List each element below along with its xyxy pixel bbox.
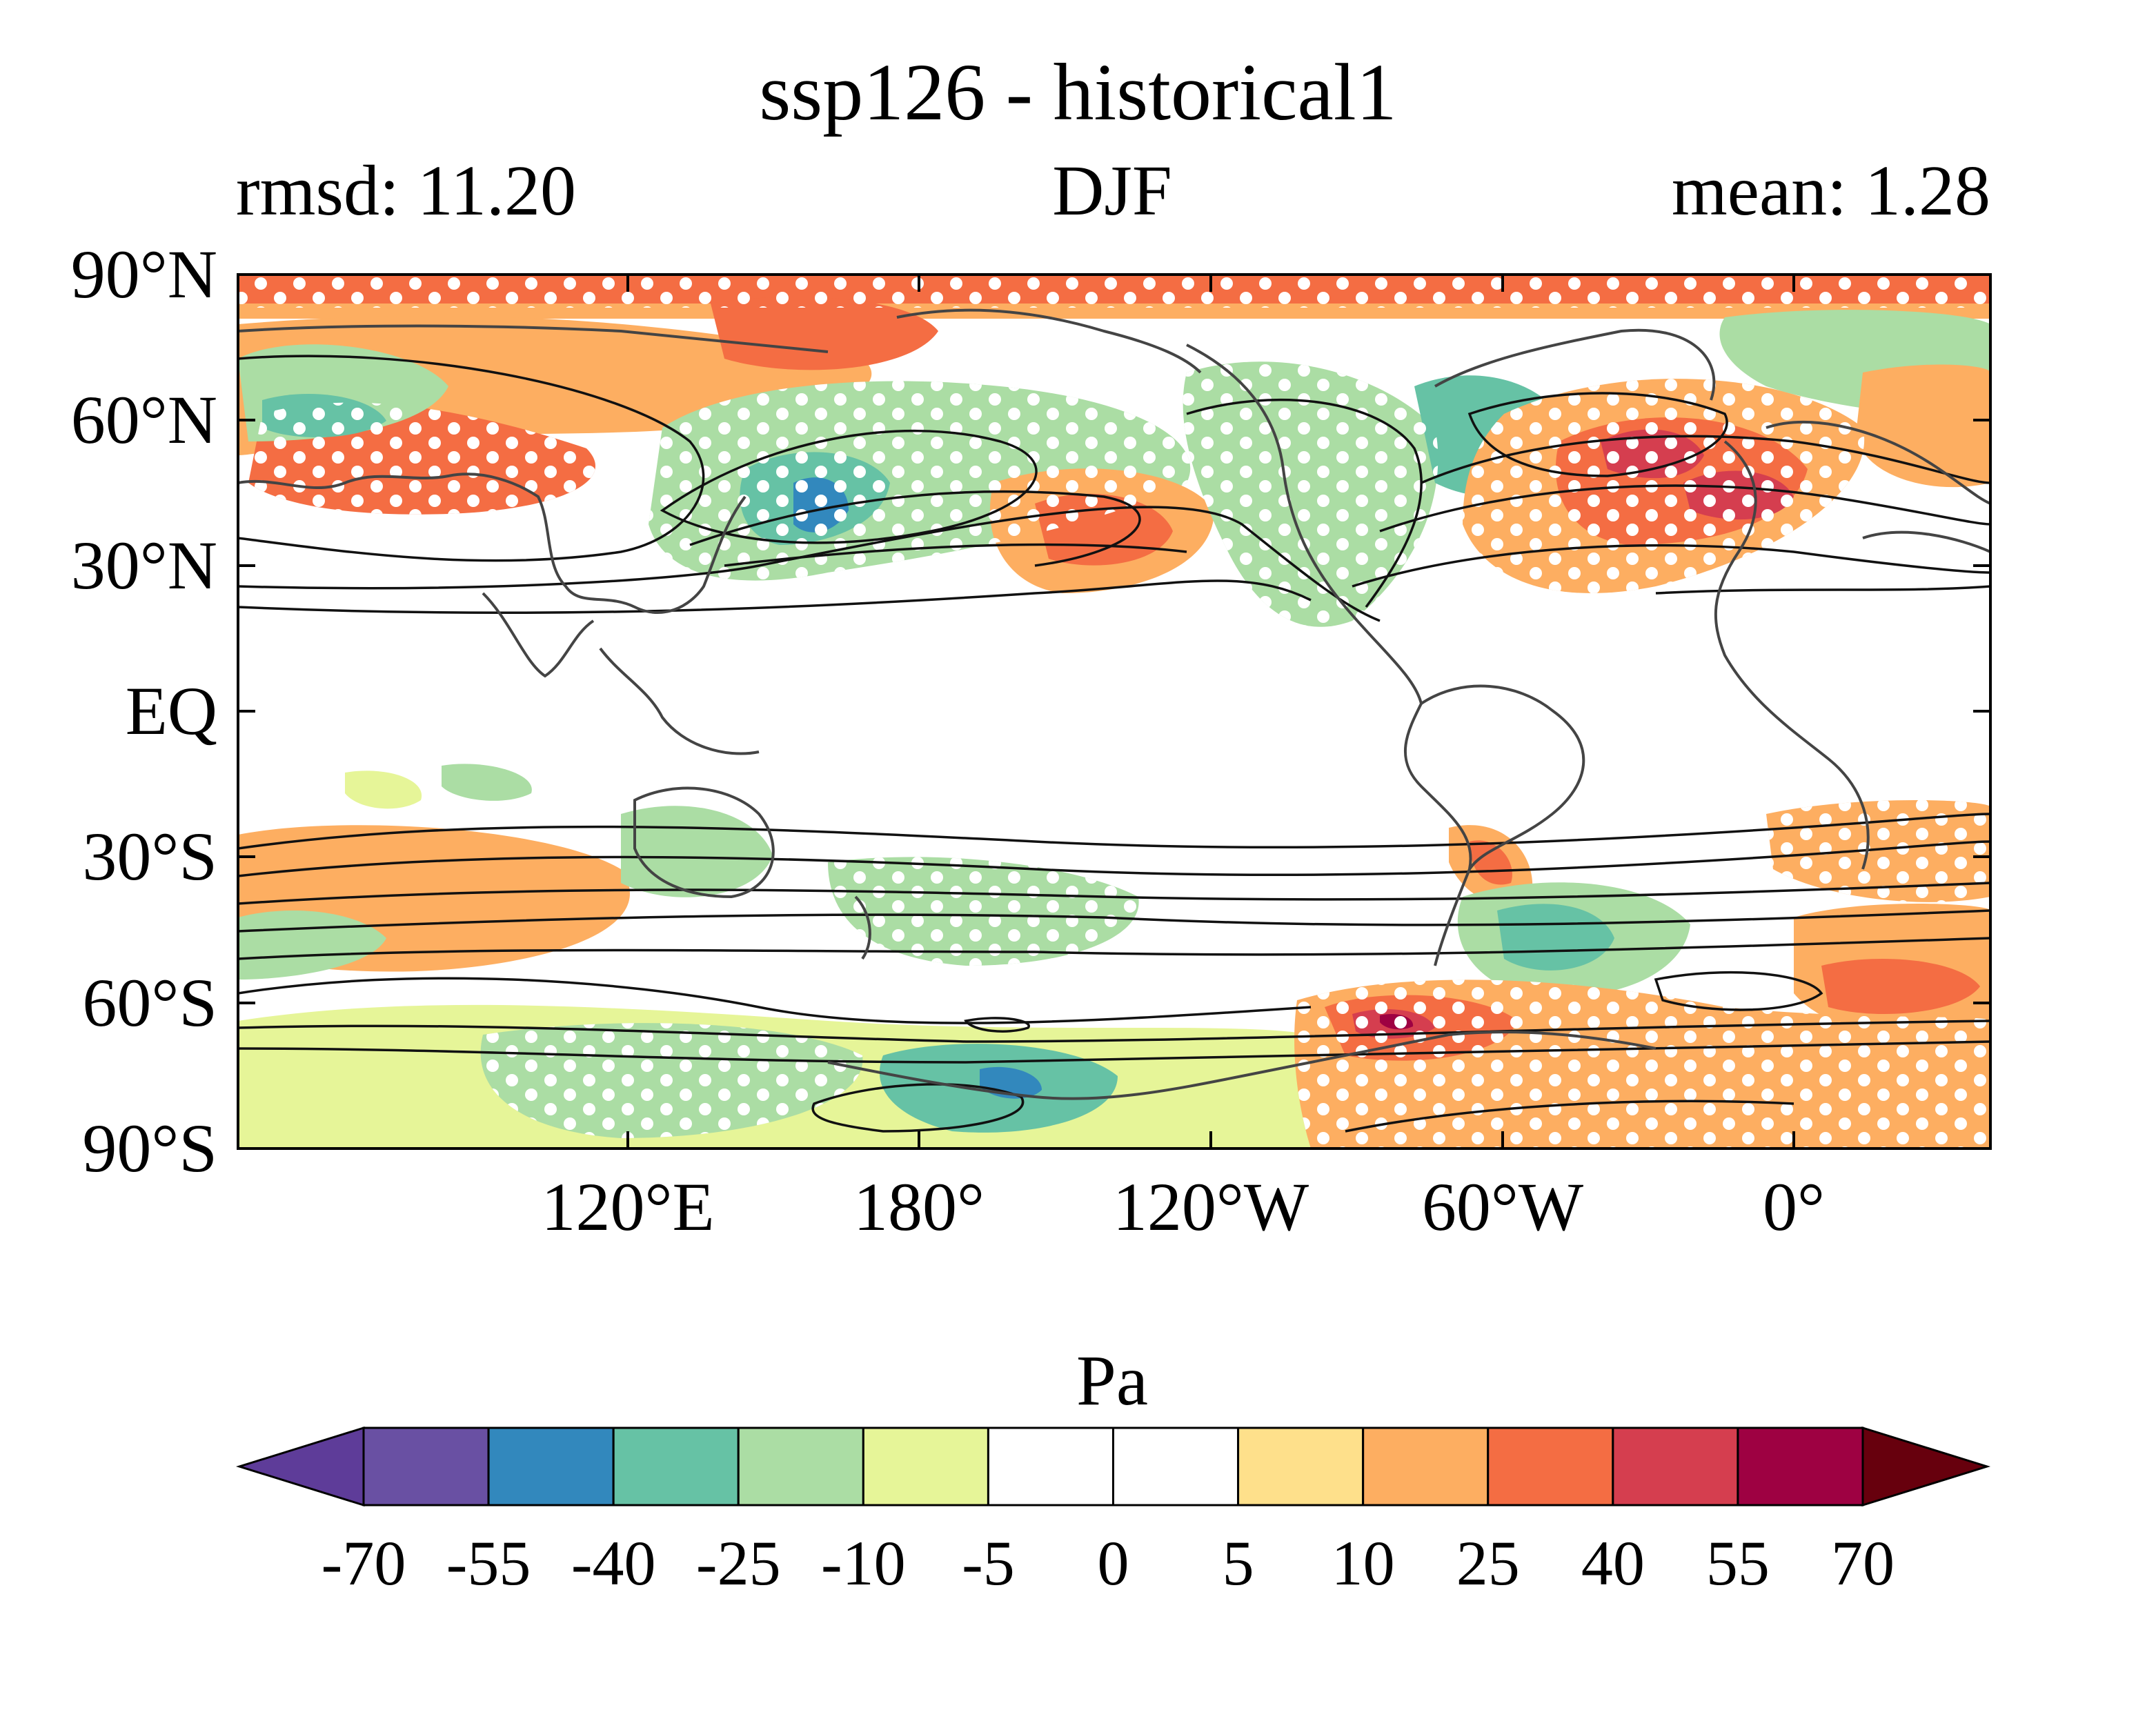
colorbar-swatch (488, 1428, 613, 1505)
colorbar-swatch (988, 1428, 1113, 1505)
colorbar-swatch (738, 1428, 863, 1505)
colorbar-swatch (863, 1428, 988, 1505)
colorbar-tick-label: 40 (1581, 1531, 1645, 1595)
colorbar-tick-label: -55 (446, 1531, 531, 1595)
colorbar-swatches (239, 1428, 1987, 1505)
colorbar-tick-label: -10 (821, 1531, 906, 1595)
colorbar-swatch (1238, 1428, 1363, 1505)
colorbar-tick-label: -5 (962, 1531, 1015, 1595)
colorbar-swatch (1363, 1428, 1488, 1505)
colorbar-tick-label: 10 (1332, 1531, 1395, 1595)
colorbar-extend-max (1863, 1428, 1987, 1505)
colorbar-tick-label: -25 (696, 1531, 781, 1595)
colorbar-swatch (1488, 1428, 1613, 1505)
colorbar-extend-min (239, 1428, 364, 1505)
colorbar-swatch (1738, 1428, 1863, 1505)
colorbar-tick-label: 0 (1098, 1531, 1129, 1595)
colorbar-tick-label: -40 (571, 1531, 656, 1595)
colorbar-swatch (613, 1428, 738, 1505)
colorbar-tick-label: 70 (1831, 1531, 1895, 1595)
colorbar-swatch (364, 1428, 488, 1505)
colorbar-tick-label: 5 (1223, 1531, 1254, 1595)
colorbar-swatch (1613, 1428, 1738, 1505)
colorbar-tick-label: -70 (322, 1531, 406, 1595)
colorbar-tick-label: 25 (1456, 1531, 1520, 1595)
colorbar-swatch (1114, 1428, 1238, 1505)
colorbar-tick-label: 55 (1706, 1531, 1770, 1595)
